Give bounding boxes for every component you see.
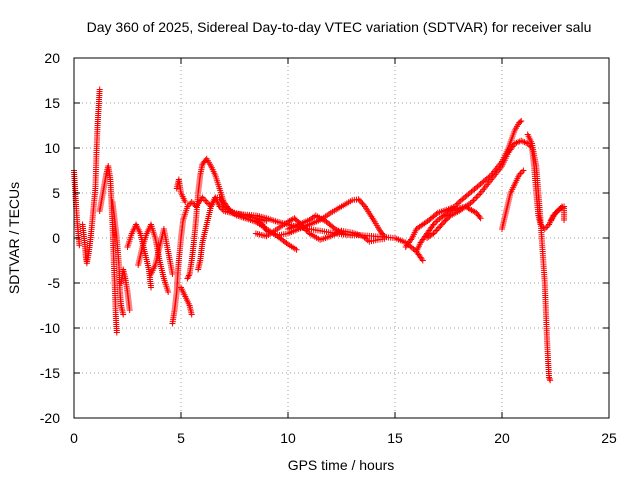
data-point xyxy=(474,193,481,199)
data-point xyxy=(438,221,445,228)
data-point xyxy=(381,235,388,242)
y-tick-label: 10 xyxy=(44,140,60,156)
y-tick-label: 20 xyxy=(44,50,60,66)
data-point xyxy=(476,191,483,198)
x-tick-label: 10 xyxy=(280,430,296,446)
data-point xyxy=(188,311,195,318)
data-point xyxy=(442,217,449,224)
x-tick-label: 15 xyxy=(387,430,403,446)
y-tick-label: -15 xyxy=(40,365,60,381)
data-point xyxy=(433,218,440,225)
y-tick-label: -10 xyxy=(40,320,60,336)
data-point xyxy=(330,224,337,231)
data-point xyxy=(518,169,525,175)
data-point xyxy=(473,194,480,201)
data-point xyxy=(120,311,127,318)
data-point xyxy=(546,375,553,382)
data-point xyxy=(291,215,298,222)
data-point xyxy=(126,307,133,313)
data-point xyxy=(165,289,172,295)
data-point xyxy=(546,374,553,381)
data-point xyxy=(471,196,478,202)
data-point xyxy=(202,197,209,204)
data-point xyxy=(436,224,443,231)
data-point xyxy=(543,224,550,231)
data-point xyxy=(559,204,566,211)
data-point xyxy=(476,213,483,220)
x-tick-labels: 0 5 10 15 20 25 xyxy=(70,430,617,446)
y-tick-label: 5 xyxy=(52,185,60,201)
x-tick-label: 0 xyxy=(70,430,78,446)
series-sdtvar xyxy=(71,86,568,384)
y-tick-label: -5 xyxy=(48,275,61,291)
data-point xyxy=(443,216,450,223)
x-tick-label: 20 xyxy=(494,430,510,446)
y-axis-label: SDTVAR / TECUs xyxy=(6,182,22,294)
data-point xyxy=(148,284,155,291)
data-point xyxy=(518,118,525,124)
data-point xyxy=(185,272,192,279)
y-tick-label: 15 xyxy=(44,95,60,111)
data-point xyxy=(169,271,176,277)
data-point xyxy=(445,215,452,222)
data-point xyxy=(454,200,461,207)
data-point xyxy=(356,197,363,204)
data-point xyxy=(477,215,484,222)
x-tick-label: 25 xyxy=(601,430,617,446)
data-point xyxy=(433,211,440,217)
y-tick-labels: -20 -15 -10 -5 0 5 10 15 20 xyxy=(40,50,60,426)
data-point xyxy=(355,196,362,203)
data-point xyxy=(293,246,300,253)
data-point xyxy=(470,197,477,204)
data-point xyxy=(96,86,103,93)
data-point xyxy=(439,220,446,227)
data-point xyxy=(203,199,210,205)
data-point xyxy=(292,216,299,223)
data-point xyxy=(358,199,365,206)
data-point xyxy=(188,199,195,205)
data-point xyxy=(434,226,441,232)
data-point xyxy=(360,202,367,209)
data-point xyxy=(441,218,448,225)
data-point xyxy=(76,242,83,249)
data-point xyxy=(547,377,554,384)
data-point xyxy=(349,232,356,239)
y-tick-label: -20 xyxy=(40,410,60,426)
data-points xyxy=(71,86,568,384)
data-point xyxy=(419,257,426,264)
data-point xyxy=(520,167,527,174)
data-point xyxy=(182,199,189,205)
data-point xyxy=(561,217,568,223)
data-point xyxy=(263,217,270,224)
data-point xyxy=(380,231,387,238)
data-point xyxy=(431,229,438,235)
data-point xyxy=(517,118,524,125)
data-point xyxy=(359,200,366,207)
y-tick-label: 0 xyxy=(52,230,60,246)
data-point xyxy=(433,227,440,234)
data-point xyxy=(437,223,444,230)
x-axis-label: GPS time / hours xyxy=(288,457,395,473)
chart-title: Day 360 of 2025, Sidereal Day-to-day VTE… xyxy=(87,19,592,35)
data-point xyxy=(113,329,120,336)
data-point xyxy=(541,226,548,232)
x-tick-label: 5 xyxy=(177,430,185,446)
axis-ticks xyxy=(73,57,610,419)
